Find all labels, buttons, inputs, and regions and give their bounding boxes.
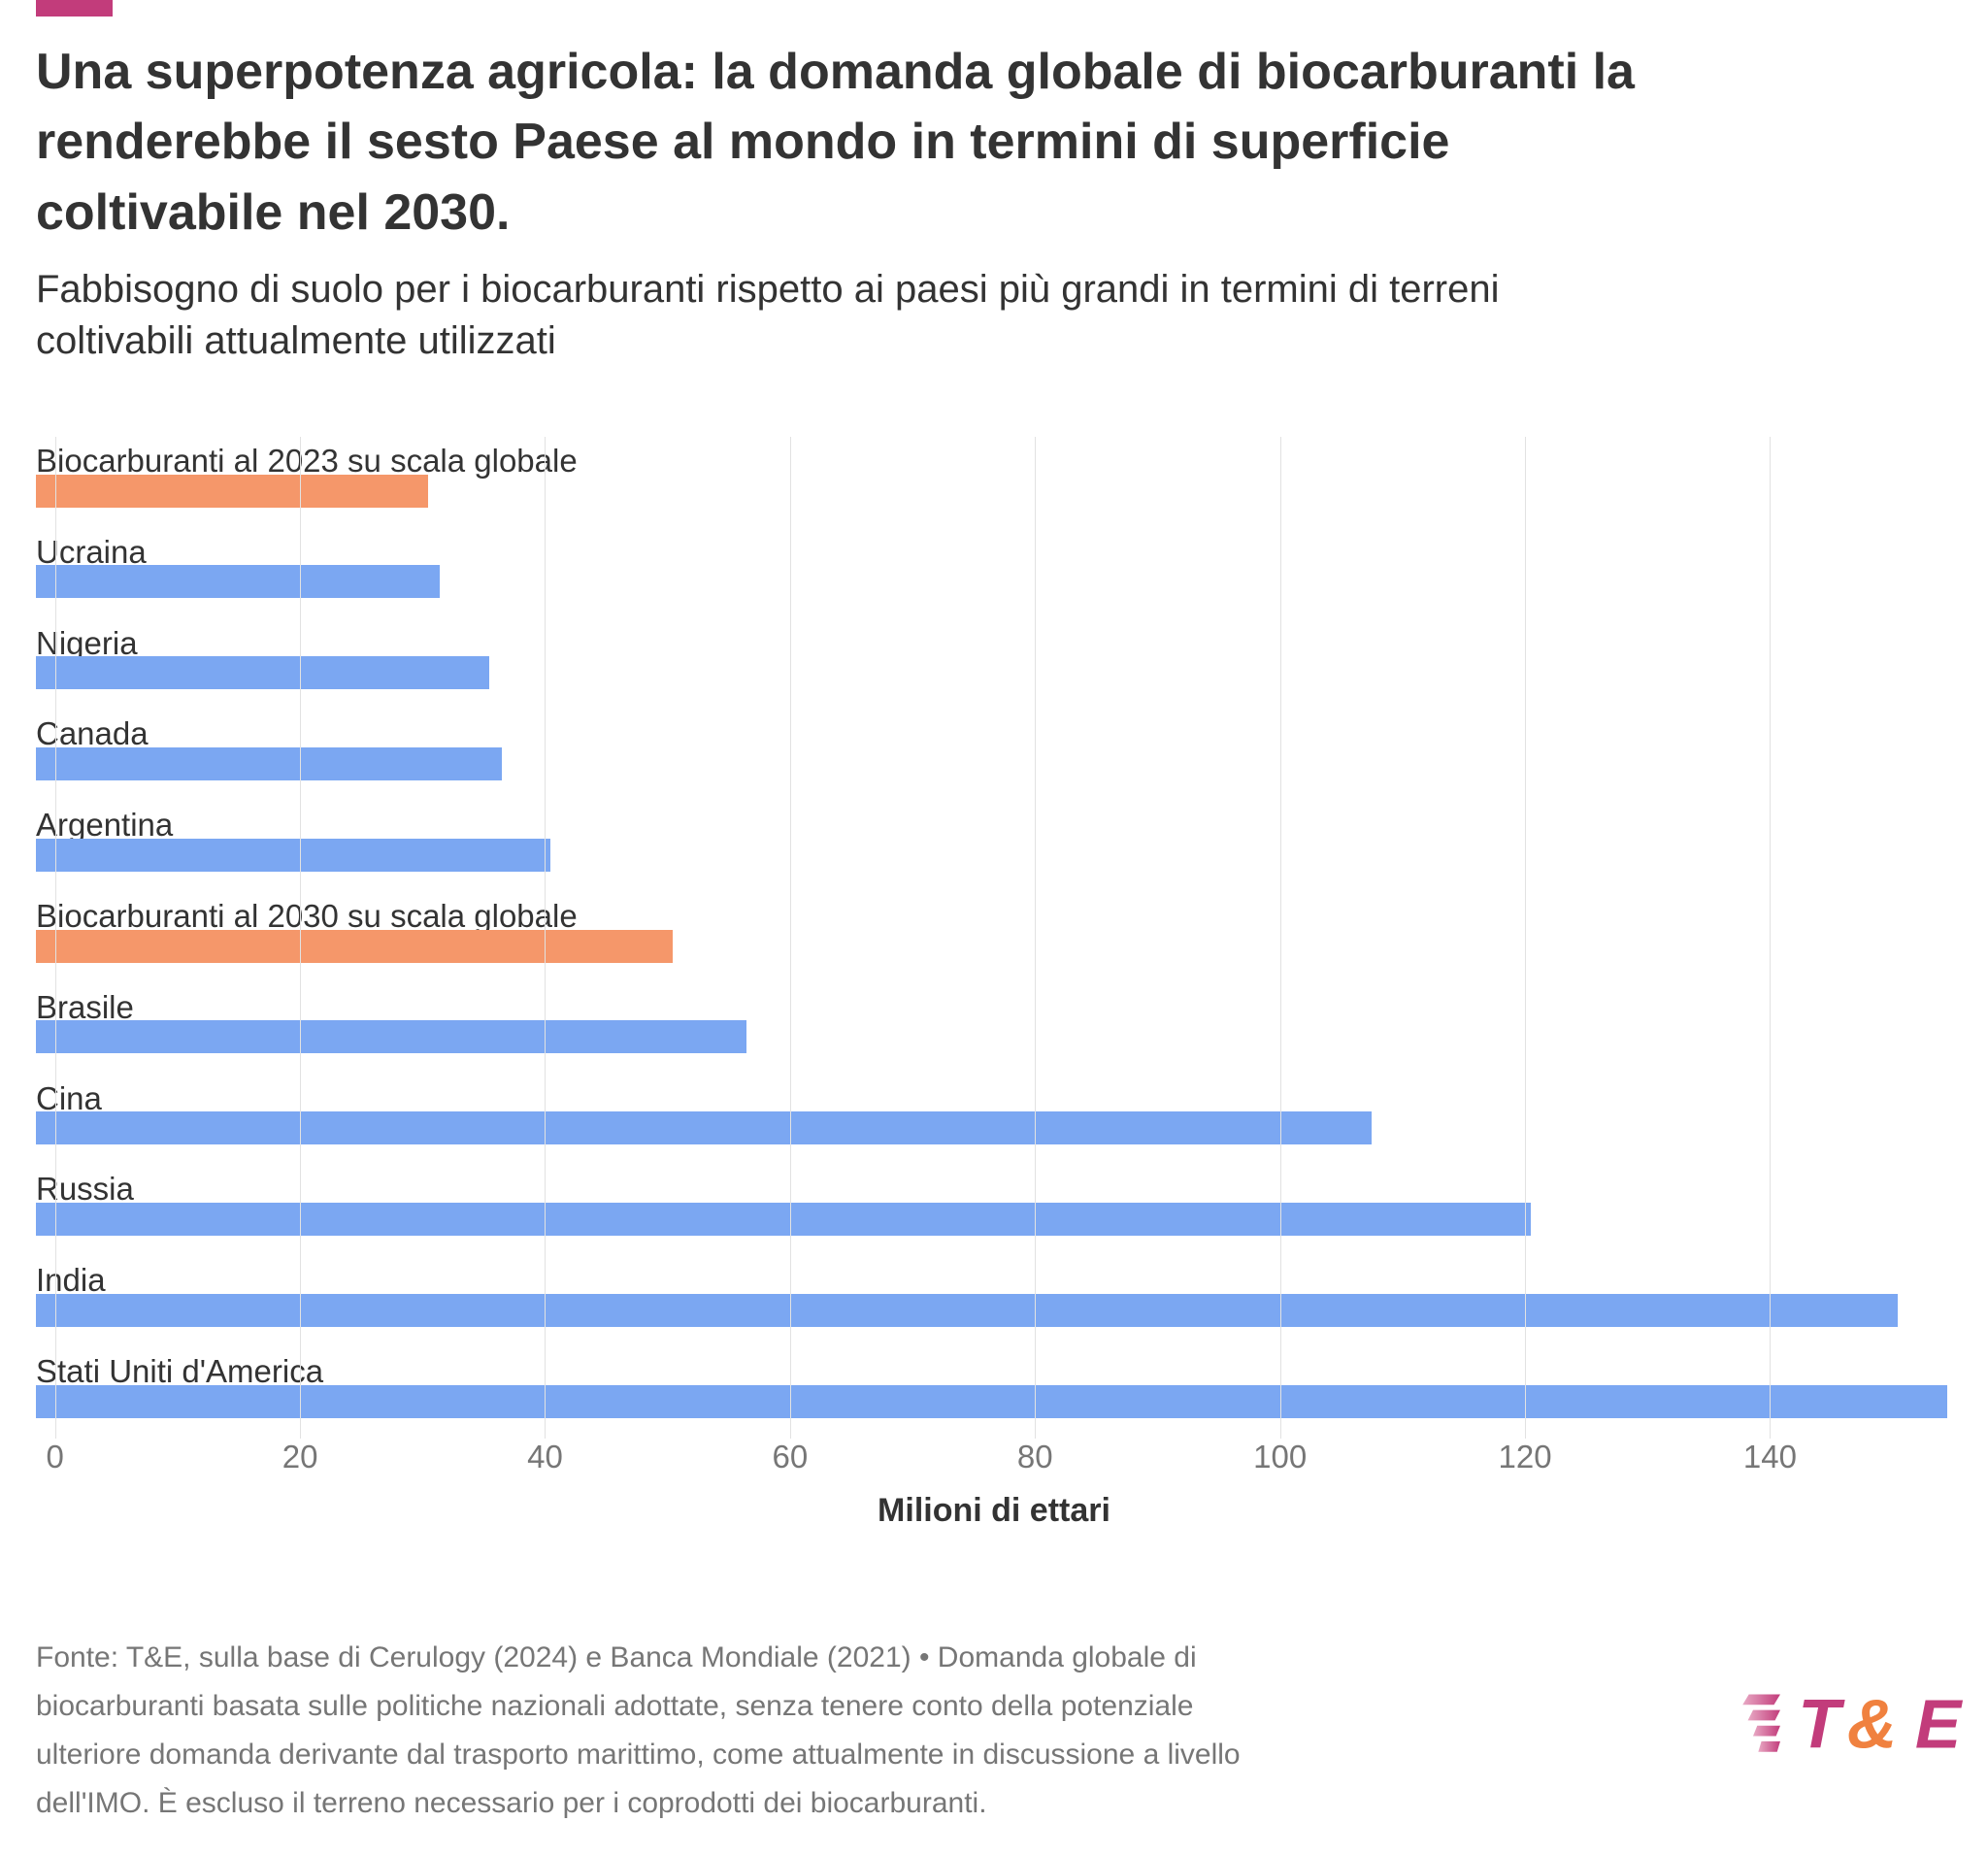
svg-text:T: T — [1798, 1688, 1845, 1756]
svg-text:&: & — [1847, 1688, 1897, 1756]
svg-text:E: E — [1915, 1688, 1964, 1756]
